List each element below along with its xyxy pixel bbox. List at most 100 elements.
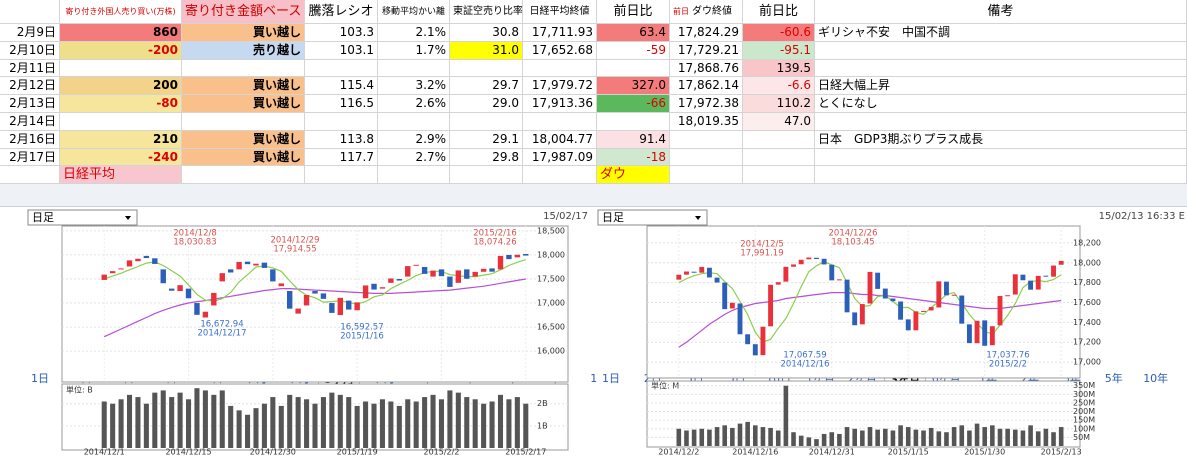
data-cell: 買い越し: [182, 130, 305, 149]
data-cell: -240: [60, 148, 182, 167]
annotation: 2014/12/17: [198, 329, 247, 339]
volume-bar: [329, 392, 335, 448]
header-cell: 寄り付き金額ベース: [182, 0, 305, 24]
data-cell: 17,711.93: [523, 24, 597, 42]
candle: [867, 271, 873, 304]
annotation: 17,037.76: [986, 351, 1029, 361]
candle: [480, 268, 487, 272]
volume-bar: [974, 423, 980, 446]
data-cell: 47.0: [743, 113, 815, 131]
volume-bar: [320, 397, 326, 448]
candle: [951, 294, 957, 296]
volume-bar: [464, 397, 470, 448]
volume-bar: [236, 410, 242, 448]
candle: [913, 311, 919, 331]
volume-bar: [1020, 430, 1026, 446]
candle: [379, 287, 386, 289]
candle: [882, 288, 888, 299]
data-cell: [450, 113, 523, 131]
data-cell: ギリシャ不安 中国不調: [815, 24, 1187, 42]
candle: [982, 320, 988, 346]
volume-bar: [905, 427, 911, 446]
candle: [684, 271, 689, 275]
x-tick-label: 2015/1/30: [964, 448, 1005, 457]
header-text: ダウ終値: [692, 6, 732, 17]
volume-bar: [860, 430, 865, 446]
candle: [844, 279, 850, 313]
volume-bar: [783, 385, 789, 446]
volume-tick-label: 250M: [1073, 398, 1095, 407]
interval-label: 日足: [32, 211, 54, 224]
volume-bar: [875, 429, 880, 446]
volume-bar: [852, 428, 857, 446]
volume-tick-label: 200M: [1073, 407, 1095, 416]
data-cell: [670, 148, 743, 167]
data-cell: -200: [60, 41, 182, 60]
candle: [745, 334, 751, 345]
data-cell: [815, 59, 1187, 78]
x-tick-label: 2014/12/1: [84, 448, 125, 457]
candle: [1028, 280, 1034, 290]
candle: [959, 295, 965, 324]
data-cell: [182, 166, 305, 185]
data-cell: [523, 166, 597, 185]
period-tab[interactable]: 10年: [1143, 372, 1169, 385]
volume-bar: [997, 428, 1003, 446]
data-cell: [305, 166, 378, 185]
candle: [928, 307, 934, 311]
volume-bar: [768, 427, 773, 446]
volume-bar: [219, 390, 225, 448]
annotation: 2014/12/8: [173, 229, 217, 239]
volume-bar: [1035, 431, 1041, 446]
candle: [768, 284, 774, 327]
data-cell: [597, 59, 670, 78]
candle: [177, 285, 183, 292]
x-tick-label: 2015/1/19: [337, 448, 378, 457]
candle: [497, 255, 504, 270]
candle: [890, 298, 896, 302]
header-cell: 騰落レシオ: [305, 0, 378, 24]
volume-bar: [913, 429, 919, 446]
volume-bar: [270, 397, 276, 448]
candle: [791, 264, 796, 267]
annotation: 16,592.57: [340, 323, 383, 333]
candle: [135, 258, 141, 262]
data-cell: 2.6%: [378, 95, 450, 113]
period-tab[interactable]: 1日: [31, 372, 49, 385]
volume-bar: [489, 401, 495, 448]
y-tick-label: 17,600: [1073, 298, 1101, 307]
candle: [118, 268, 124, 270]
period-tab[interactable]: 1日: [602, 372, 620, 385]
data-cell: ダウ: [597, 166, 670, 185]
candle: [101, 274, 107, 280]
interval-dropdown[interactable]: [27, 209, 138, 226]
candle: [253, 263, 259, 266]
candle: [506, 254, 512, 260]
volume-bar: [304, 399, 310, 448]
candle: [1051, 265, 1056, 277]
volume-bar: [928, 427, 934, 446]
data-cell: 買い越し: [182, 95, 305, 113]
volume-bar: [169, 397, 175, 448]
annotation: 2015/2/16: [473, 229, 517, 239]
y-tick-label: 17,800: [1073, 278, 1101, 287]
candle: [185, 288, 192, 299]
interval-dropdown[interactable]: [597, 209, 708, 226]
volume-bar: [160, 390, 166, 448]
volume-bar: [821, 433, 827, 446]
data-cell: [523, 113, 597, 131]
y-tick-label: 17,000: [537, 299, 565, 308]
data-cell: [670, 130, 743, 149]
period-tab[interactable]: 1: [590, 372, 598, 385]
volume-bar: [143, 403, 149, 448]
candle: [168, 288, 175, 291]
volume-bar: [890, 430, 896, 446]
candle: [514, 254, 521, 258]
volume-tick-label: 300M: [1073, 390, 1095, 399]
data-cell: 売り越し: [182, 41, 305, 60]
moving-average-long: [103, 278, 526, 338]
candle: [775, 282, 781, 285]
data-cell: [450, 59, 523, 78]
volume-bar: [211, 394, 217, 448]
period-tab[interactable]: 5年: [1104, 372, 1123, 385]
